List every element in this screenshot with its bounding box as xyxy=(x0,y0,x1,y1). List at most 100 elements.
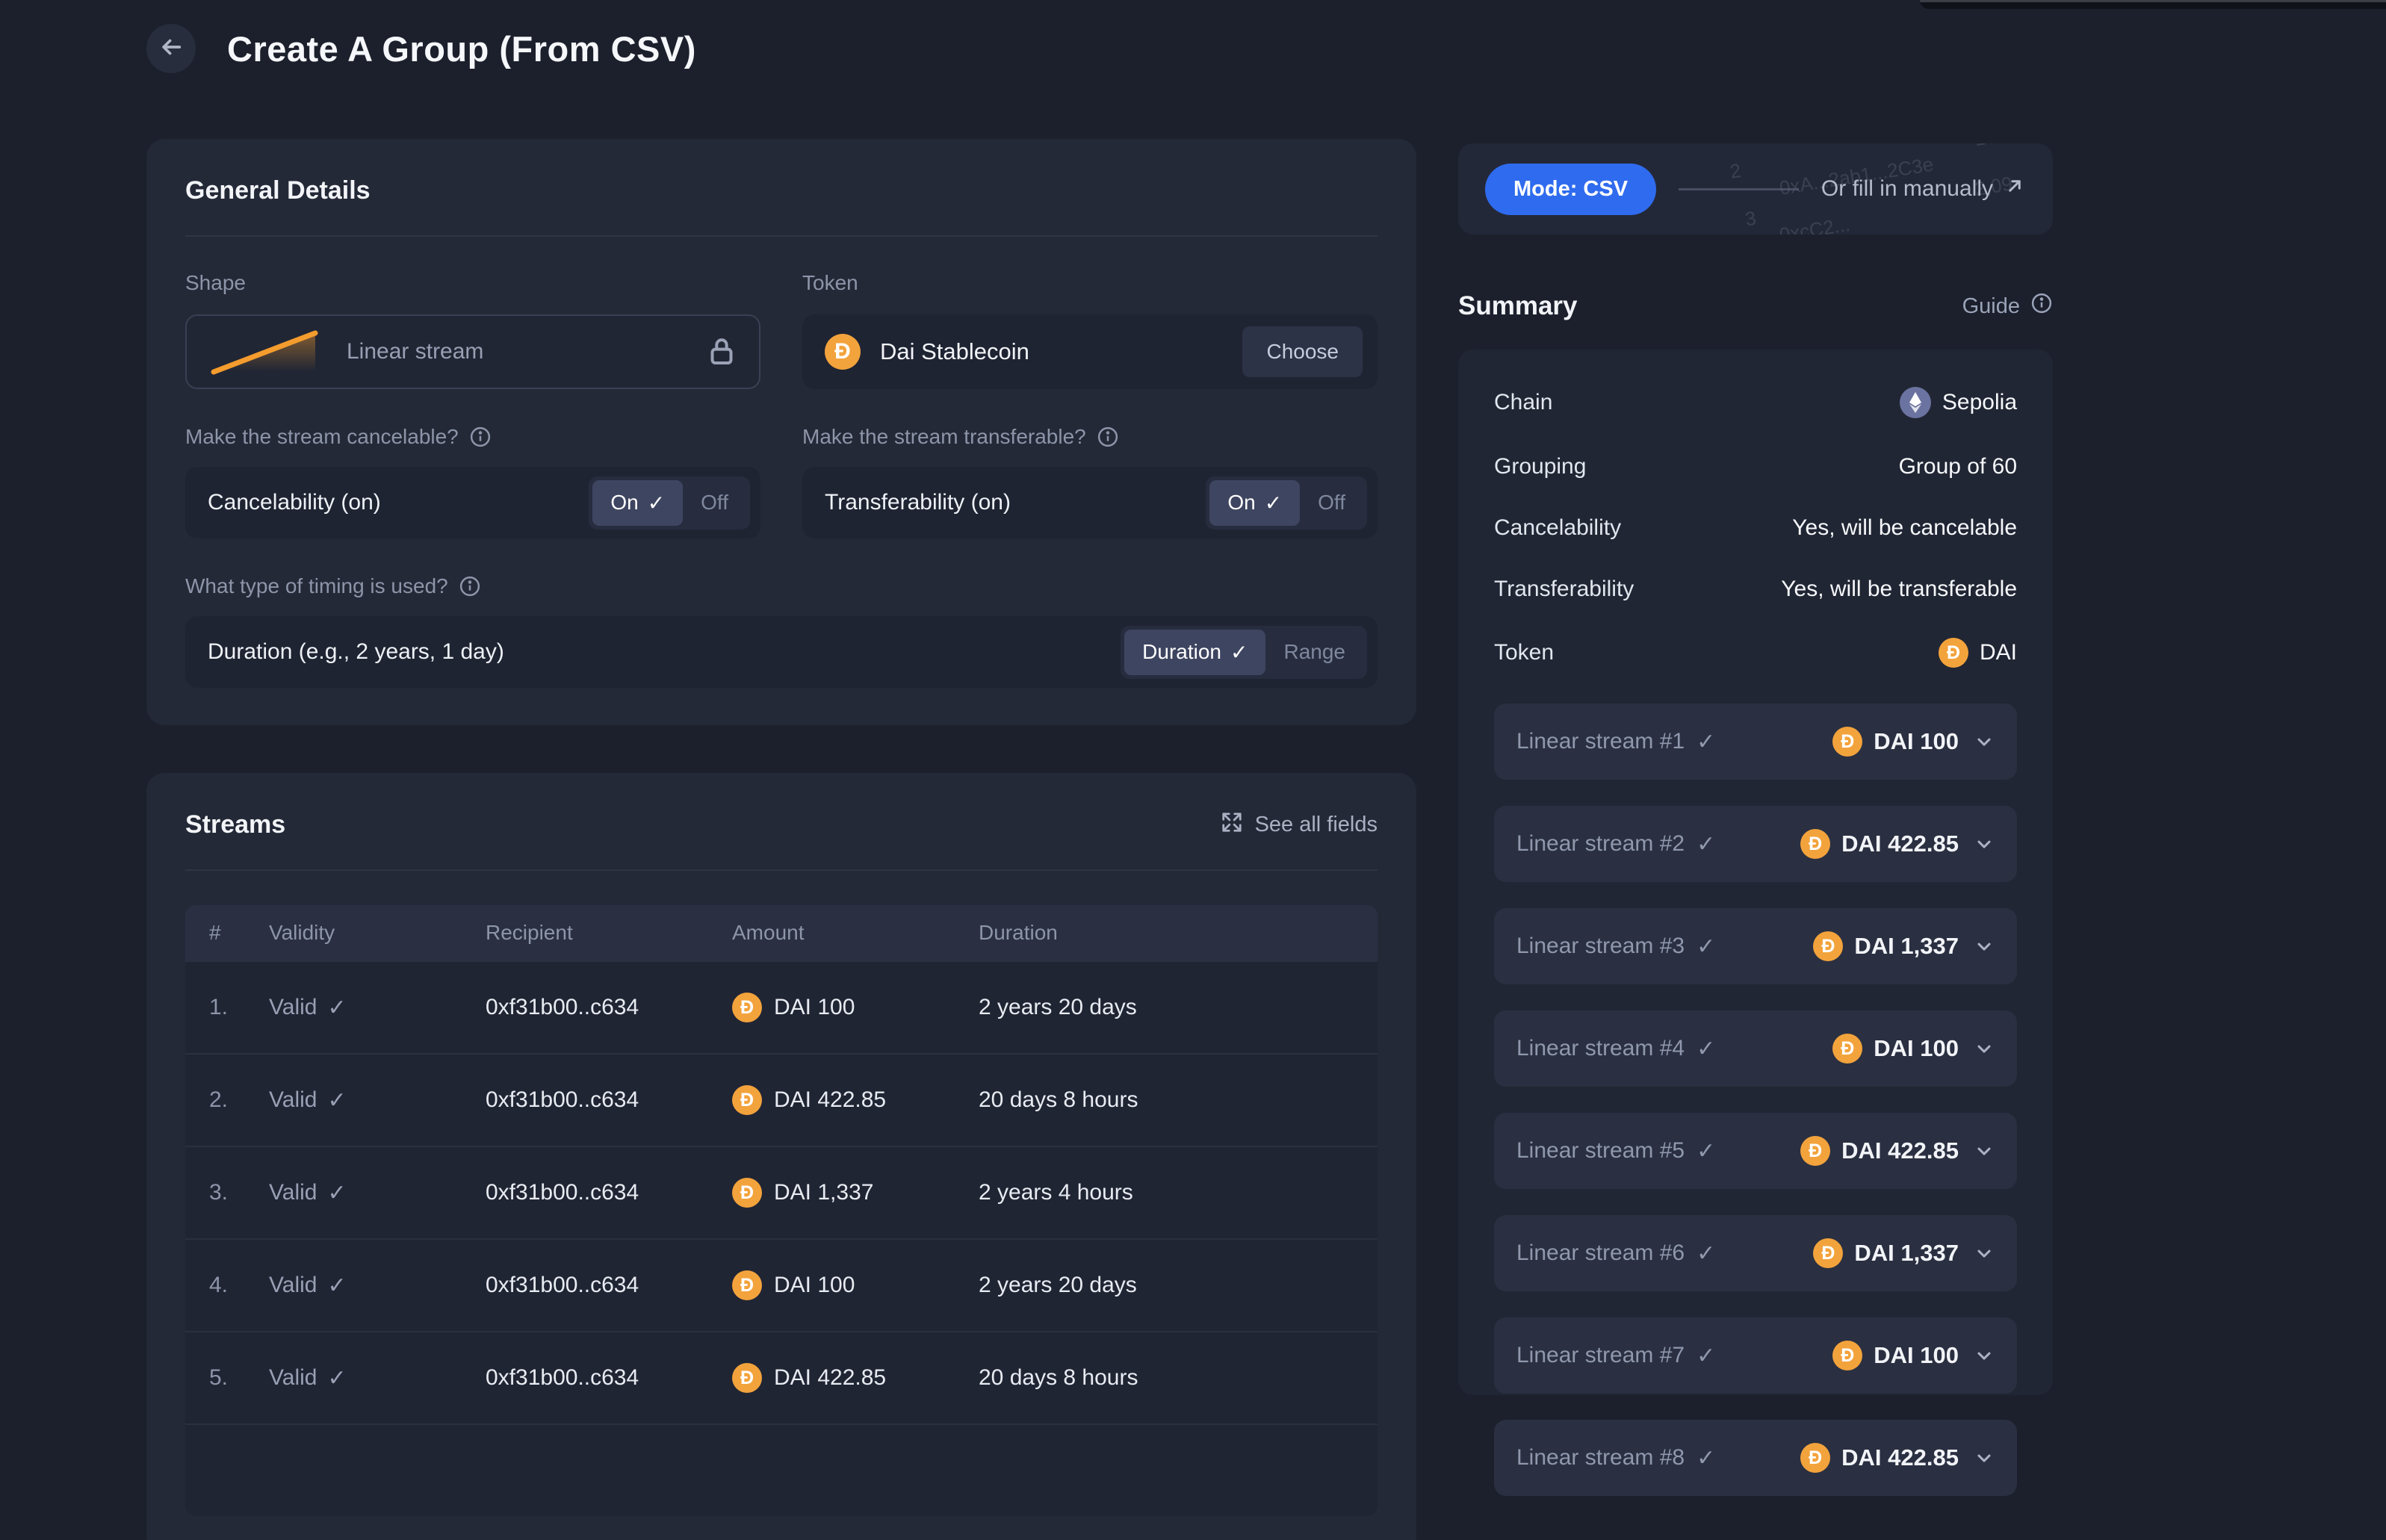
info-icon[interactable] xyxy=(469,426,492,448)
shape-field[interactable]: Linear stream xyxy=(185,314,760,389)
guide-link[interactable]: Guide xyxy=(1962,292,2053,320)
transferability-label: Transferability (on) xyxy=(825,490,1011,515)
general-details-card: General Details Shape xyxy=(146,139,1416,725)
dai-token-icon: Đ xyxy=(732,1363,762,1393)
summary-stream-item[interactable]: Linear stream #3 ✓ Đ DAI 1,337 xyxy=(1494,908,2017,984)
chevron-down-icon[interactable] xyxy=(1959,1038,1995,1059)
check-icon: ✓ xyxy=(1696,1138,1716,1164)
shape-label: Shape xyxy=(185,271,246,294)
summary-panel: Chain Sepolia Grouping Group of 60 Cance… xyxy=(1458,350,2053,1496)
chevron-down-icon[interactable] xyxy=(1959,833,1995,854)
summary-row-grouping: Grouping Group of 60 xyxy=(1494,454,2017,479)
page-header: Create A Group (From CSV) xyxy=(146,24,696,73)
cancelability-on-button[interactable]: On ✓ xyxy=(592,479,684,526)
cancelability-label: Cancelability (on) xyxy=(208,490,381,515)
cancelability-field: Cancelability (on) On ✓ Off xyxy=(185,467,760,538)
streams-table-header: # Validity Recipient Amount Duration xyxy=(185,905,1378,960)
expand-icon xyxy=(1221,811,1243,839)
right-column: 2 3 0xA...2ab1...2C3e ...bcd...78be 100 … xyxy=(1458,143,2053,1496)
linear-stream-chart-icon xyxy=(211,330,318,375)
fill-manually-link[interactable]: Or fill in manually xyxy=(1821,175,2026,203)
mode-csv-button[interactable]: Mode: CSV xyxy=(1485,163,1657,215)
dai-token-icon: Đ xyxy=(732,993,762,1022)
dai-token-icon: Đ xyxy=(732,1270,762,1300)
dai-token-icon: Đ xyxy=(1800,1136,1831,1166)
dai-token-icon: Đ xyxy=(1832,1034,1863,1064)
token-field: Đ Dai Stablecoin Choose xyxy=(802,314,1378,389)
summary-stream-item[interactable]: Linear stream #6 ✓ Đ DAI 1,337 xyxy=(1494,1215,2017,1291)
summary-stream-item[interactable]: Linear stream #1 ✓ Đ DAI 100 xyxy=(1494,704,2017,780)
col-validity: Validity xyxy=(269,921,335,944)
recipient-address: 0xf31b00..c634 xyxy=(486,1273,639,1297)
duration-value: 2 years 20 days xyxy=(979,995,1137,1019)
chevron-down-icon[interactable] xyxy=(1959,731,1995,752)
table-row[interactable]: 5. Valid ✓ 0xf31b00..c634 Đ DAI 422.85 20 … xyxy=(185,1331,1378,1423)
divider xyxy=(185,869,1378,871)
dai-token-icon: Đ xyxy=(732,1085,762,1115)
dai-token-icon: Đ xyxy=(1832,727,1863,757)
dai-token-icon: Đ xyxy=(1832,1341,1863,1370)
left-column: General Details Shape xyxy=(146,139,1416,1540)
check-icon: ✓ xyxy=(647,491,666,515)
info-icon[interactable] xyxy=(1097,426,1119,448)
streams-table: # Validity Recipient Amount Duration 1. … xyxy=(185,905,1378,1516)
transferability-on-button[interactable]: On ✓ xyxy=(1209,479,1301,526)
transferability-off-button[interactable]: Off xyxy=(1300,480,1363,525)
recipient-address: 0xf31b00..c634 xyxy=(486,1180,639,1205)
summary-stream-item[interactable]: Linear stream #7 ✓ Đ DAI 100 xyxy=(1494,1317,2017,1394)
dai-token-icon: Đ xyxy=(1800,1443,1831,1473)
streams-card: Streams See all fields # Validity Recipi… xyxy=(146,773,1416,1540)
dai-token-icon: Đ xyxy=(1800,829,1831,859)
transferable-question: Make the stream transferable? xyxy=(802,425,1086,448)
choose-token-button[interactable]: Choose xyxy=(1242,326,1363,377)
check-icon: ✓ xyxy=(327,1365,347,1391)
dai-token-icon: Đ xyxy=(825,334,861,370)
table-row[interactable]: 1. Valid ✓ 0xf31b00..c634 Đ DAI 100 2 year… xyxy=(185,960,1378,1053)
shape-value: Linear stream xyxy=(347,339,484,364)
check-icon: ✓ xyxy=(327,1087,347,1113)
token-name: Dai Stablecoin xyxy=(880,338,1029,364)
recipient-address: 0xf31b00..c634 xyxy=(486,995,639,1019)
check-icon: ✓ xyxy=(1696,934,1716,959)
sepolia-chain-icon xyxy=(1899,387,1931,418)
cancelability-off-button[interactable]: Off xyxy=(683,480,746,525)
table-row-partial xyxy=(185,1423,1378,1516)
connector-line xyxy=(1679,187,1799,190)
check-icon: ✓ xyxy=(1264,491,1283,515)
recipient-address: 0xf31b00..c634 xyxy=(486,1365,639,1390)
divider xyxy=(185,235,1378,237)
see-all-fields-link[interactable]: See all fields xyxy=(1221,811,1378,839)
duration-option-button[interactable]: Duration ✓ xyxy=(1124,629,1266,675)
col-recipient: Recipient xyxy=(486,921,573,944)
table-row[interactable]: 3. Valid ✓ 0xf31b00..c634 Đ DAI 1,337 2 ye… xyxy=(185,1146,1378,1238)
arrow-up-right-icon xyxy=(2004,175,2026,203)
summary-stream-item[interactable]: Linear stream #8 ✓ Đ DAI 422.85 xyxy=(1494,1420,2017,1496)
chevron-down-icon[interactable] xyxy=(1959,1345,1995,1366)
chevron-down-icon[interactable] xyxy=(1959,1447,1995,1468)
range-option-button[interactable]: Range xyxy=(1265,630,1363,674)
summary-stream-item[interactable]: Linear stream #5 ✓ Đ DAI 422.85 xyxy=(1494,1113,2017,1189)
info-icon xyxy=(2030,292,2053,320)
table-row[interactable]: 4. Valid ✓ 0xf31b00..c634 Đ DAI 100 2 year… xyxy=(185,1238,1378,1331)
summary-row-transferability: Transferability Yes, will be transferabl… xyxy=(1494,577,2017,601)
table-row[interactable]: 2. Valid ✓ 0xf31b00..c634 Đ DAI 422.85 20 … xyxy=(185,1053,1378,1146)
summary-row-chain: Chain Sepolia xyxy=(1494,387,2017,418)
summary-stream-item[interactable]: Linear stream #2 ✓ Đ DAI 422.85 xyxy=(1494,806,2017,882)
chevron-down-icon[interactable] xyxy=(1959,1243,1995,1264)
chevron-down-icon[interactable] xyxy=(1959,1140,1995,1161)
check-icon: ✓ xyxy=(327,1273,347,1298)
summary-stream-item[interactable]: Linear stream #4 ✓ Đ DAI 100 xyxy=(1494,1010,2017,1087)
back-button[interactable] xyxy=(146,24,196,73)
chevron-down-icon[interactable] xyxy=(1959,936,1995,957)
duration-label: Duration (e.g., 2 years, 1 day) xyxy=(208,639,504,664)
back-arrow-icon xyxy=(158,34,184,63)
check-icon: ✓ xyxy=(1696,1241,1716,1266)
dai-token-icon: Đ xyxy=(1813,931,1844,961)
duration-value: 20 days 8 hours xyxy=(979,1087,1138,1112)
general-details-title: General Details xyxy=(185,176,371,205)
check-icon: ✓ xyxy=(1696,1343,1716,1368)
info-icon[interactable] xyxy=(459,575,481,597)
check-icon: ✓ xyxy=(1230,640,1248,664)
check-icon: ✓ xyxy=(1696,1445,1716,1471)
mode-card: 2 3 0xA...2ab1...2C3e ...bcd...78be 100 … xyxy=(1458,143,2053,235)
